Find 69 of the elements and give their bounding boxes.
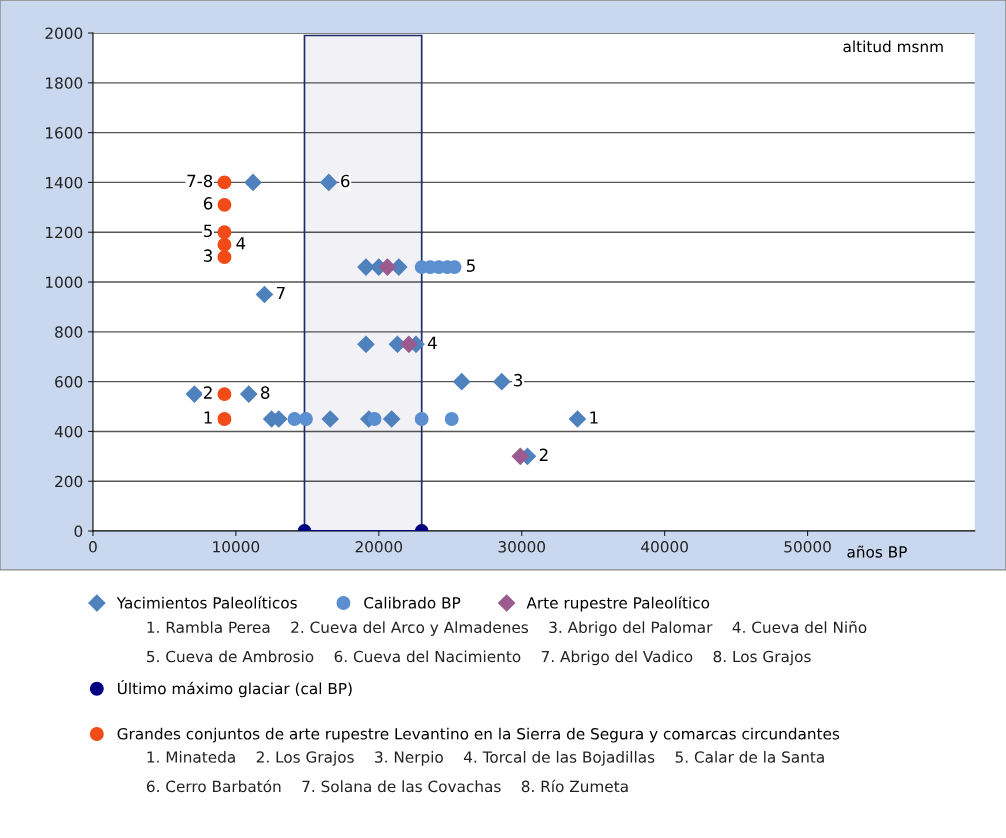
text: 5. Cueva de Ambrosio 6. Cueva del Nacimiento 7. Abrigo del Vadico 8. Los Grajos — [147, 650, 811, 666]
annotation: 2 — [539, 448, 548, 461]
annotation: 1 — [590, 411, 598, 424]
point — [367, 412, 382, 426]
y-tick-label: 400 — [54, 425, 83, 438]
legend-label: Calibrado BP — [364, 596, 461, 609]
y-tick-label: 800 — [55, 326, 83, 338]
annotation: 4 — [236, 237, 246, 250]
y-tick-label: 600 — [55, 376, 83, 388]
annotation: 1 — [204, 411, 212, 424]
legend-label: Yacimientos Paleolíticos — [116, 596, 297, 609]
point — [321, 410, 339, 428]
y-tick-label: 2000 — [45, 27, 83, 40]
point — [217, 387, 232, 402]
point — [400, 335, 418, 353]
annotation: 5 — [204, 224, 212, 238]
annotation: 7-8 — [187, 174, 213, 188]
x-tick-label: 20000 — [355, 541, 403, 553]
x-tick-label: 30000 — [498, 541, 546, 553]
y-tick-label: 0 — [74, 525, 83, 538]
text: 1. Minateda 2. Los Grajos 3. Nerpio 4. Torcal de las Bojadillas 5. Calar de la Santa — [147, 751, 824, 766]
y-tick-label: 1200 — [46, 226, 83, 239]
legend-label: Grandes conjuntos de arte rupestre Levantino en la Sierra de Segura y comarcas circundantes — [117, 727, 840, 743]
point — [287, 412, 302, 426]
annotation: 2 — [203, 386, 212, 399]
x-tick-label: 50000 — [784, 541, 831, 553]
text: 6. Cerro Barbatón 7. Solana de las Covachas 8. Río Zumeta — [146, 779, 628, 793]
y-tick-label: 1000 — [46, 276, 83, 289]
point — [240, 385, 258, 403]
point — [217, 250, 232, 265]
point — [453, 373, 471, 391]
legend-label: Último máximo glaciar (cal BP) — [118, 679, 352, 698]
y-tick-label: 1400 — [46, 176, 83, 189]
point — [511, 447, 529, 465]
point — [217, 237, 232, 252]
annotation: 6 — [341, 174, 350, 188]
point — [255, 285, 274, 304]
annotation: 5 — [466, 259, 475, 272]
point — [298, 412, 313, 426]
point — [383, 410, 401, 428]
y-axis-title: altitud msnm — [843, 40, 943, 53]
x-tick-label: 40000 — [641, 541, 688, 553]
point — [357, 335, 375, 353]
point — [217, 412, 232, 426]
point — [217, 225, 232, 240]
legend-label: Arte rupestre Paleolítico — [526, 596, 710, 612]
annotation: 7 — [276, 286, 285, 300]
annotation: 8 — [260, 386, 270, 399]
y-tick-label: 1800 — [46, 77, 83, 89]
x-axis-title: años BP — [847, 545, 907, 558]
point — [414, 412, 429, 426]
point — [217, 197, 232, 212]
point — [568, 410, 587, 428]
point — [185, 385, 203, 403]
annotation: 3 — [204, 249, 212, 262]
text: 1. Rambla Perea 2. Cueva del Arco y Almadenes 3. Abrigo del Palomar 4. Cueva del Niño — [147, 620, 867, 637]
point — [444, 412, 459, 426]
point — [217, 175, 232, 190]
annotation: 3 — [514, 373, 523, 387]
annotation: 6 — [203, 197, 213, 210]
point — [493, 373, 511, 391]
annotation: 4 — [427, 336, 437, 349]
point — [244, 173, 262, 191]
x-tick-label: 0 — [89, 541, 97, 553]
point — [378, 258, 396, 276]
x-tick-label: 10000 — [213, 541, 260, 553]
y-tick-label: 1600 — [46, 127, 83, 139]
y-tick-label: 200 — [55, 475, 83, 488]
point — [320, 173, 338, 191]
